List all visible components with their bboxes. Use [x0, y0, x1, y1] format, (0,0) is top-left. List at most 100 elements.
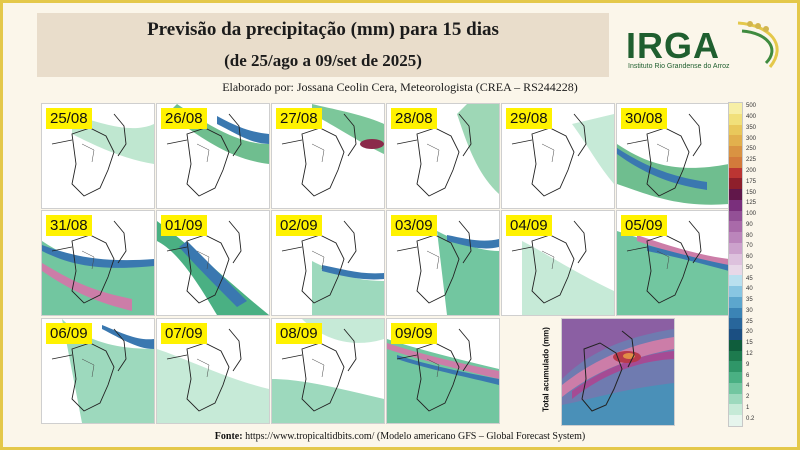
author-credit: Elaborado por: Jossana Ceolin Cera, Mete… [222, 80, 578, 94]
scale-label: 125 [746, 200, 757, 207]
forecast-map: 08/09 [271, 318, 385, 424]
forecast-map: 29/08 [501, 103, 615, 209]
map-date-label: 03/09 [391, 215, 437, 236]
scale-swatch [729, 307, 742, 319]
scale-swatch [729, 135, 742, 147]
map-date-label: 08/09 [276, 323, 322, 344]
scale-swatch [729, 372, 742, 384]
map-date-label: 26/08 [161, 108, 207, 129]
total-accumulated-map [561, 318, 675, 426]
scale-label: 60 [746, 254, 753, 261]
scale-label: 6 [746, 372, 750, 379]
precipitation-color-scale [728, 102, 743, 427]
scale-label: 2 [746, 394, 750, 401]
forecast-map: 27/08 [271, 103, 385, 209]
scale-label: 70 [746, 243, 753, 250]
scale-swatch [729, 393, 742, 405]
scale-label: 9 [746, 361, 750, 368]
scale-swatch [729, 232, 742, 244]
scale-label: 40 [746, 286, 753, 293]
page-subtitle: (de 25/ago a 09/set de 2025) [224, 51, 422, 70]
map-date-label: 06/09 [46, 323, 92, 344]
scale-swatch [729, 189, 742, 201]
map-date-label: 05/09 [621, 215, 667, 236]
scale-label: 250 [746, 146, 757, 153]
scale-swatch [729, 339, 742, 352]
map-date-label: 27/08 [276, 108, 322, 129]
total-map-svg [562, 319, 674, 425]
map-date-label: 29/08 [506, 108, 552, 129]
scale-label: 50 [746, 264, 753, 271]
forecast-map: 01/09 [156, 210, 270, 316]
scale-label: 20 [746, 329, 753, 336]
map-date-label: 28/08 [391, 108, 437, 129]
scale-swatch [729, 156, 742, 169]
scale-label: 200 [746, 167, 757, 174]
scale-label: 25 [746, 318, 753, 325]
scale-swatch [729, 146, 742, 158]
forecast-map: 02/09 [271, 210, 385, 316]
forecast-map: 05/09 [616, 210, 730, 316]
page-title: Previsão da precipitação (mm) para 15 di… [147, 19, 499, 40]
forecast-map: 31/08 [41, 210, 155, 316]
scale-swatch [729, 296, 742, 309]
scale-label: 15 [746, 340, 753, 347]
scale-swatch [729, 113, 742, 126]
scale-swatch [729, 167, 742, 179]
forecast-map: 28/08 [386, 103, 500, 209]
scale-swatch [729, 318, 742, 330]
title-box: Previsão da precipitação (mm) para 15 di… [37, 13, 609, 77]
map-date-label: 25/08 [46, 108, 92, 129]
scale-swatch [729, 404, 742, 416]
forecast-map: 03/09 [386, 210, 500, 316]
scale-swatch [729, 350, 742, 362]
forecast-map-svg [272, 319, 384, 423]
scale-label: 1 [746, 404, 750, 411]
map-date-label: 09/09 [391, 323, 437, 344]
scale-swatch [729, 199, 742, 212]
scale-swatch [729, 286, 742, 298]
scale-label: 225 [746, 157, 757, 164]
scale-swatch [729, 103, 742, 115]
forecast-map: 07/09 [156, 318, 270, 424]
scale-label: 90 [746, 221, 753, 228]
scale-swatch [729, 253, 742, 265]
scale-label: 400 [746, 114, 757, 121]
scale-label: 0.2 [746, 415, 755, 422]
scale-label: 4 [746, 383, 750, 390]
scale-label: 30 [746, 307, 753, 314]
forecast-map: 09/09 [386, 318, 500, 424]
scale-label: 150 [746, 189, 757, 196]
map-date-label: 04/09 [506, 215, 552, 236]
scale-swatch [729, 382, 742, 395]
map-date-label: 30/08 [621, 108, 667, 129]
scale-label: 45 [746, 275, 753, 282]
scale-label: 100 [746, 211, 757, 218]
logo-subtitle: Instituto Rio Grandense do Arroz [628, 63, 730, 70]
irga-logo: IRGA Instituto Rio Grandense do Arroz [620, 15, 790, 77]
scale-swatch [729, 415, 742, 427]
scale-swatch [729, 210, 742, 222]
scale-swatch [729, 361, 742, 373]
total-label: Total acumulado (mm) [541, 327, 551, 412]
scale-swatch [729, 242, 742, 255]
scale-swatch [729, 329, 742, 341]
scale-label: 80 [746, 232, 753, 239]
forecast-map: 06/09 [41, 318, 155, 424]
scale-label: 175 [746, 178, 757, 185]
source-label: Fonte: [214, 431, 243, 442]
scale-label: 35 [746, 297, 753, 304]
forecast-map: 04/09 [501, 210, 615, 316]
scale-label: 500 [746, 103, 757, 110]
source-text: https://www.tropicaltidbits.com/ (Modelo… [245, 431, 586, 442]
scale-label: 12 [746, 351, 753, 358]
scale-swatch [729, 124, 742, 136]
source-footer: Fonte: https://www.tropicaltidbits.com/ … [0, 431, 800, 442]
scale-label: 350 [746, 124, 757, 131]
map-date-label: 07/09 [161, 323, 207, 344]
scale-swatch [729, 264, 742, 276]
forecast-map: 30/08 [616, 103, 730, 209]
scale-swatch [729, 221, 742, 233]
map-date-label: 01/09 [161, 215, 207, 236]
scale-swatch [729, 178, 742, 190]
